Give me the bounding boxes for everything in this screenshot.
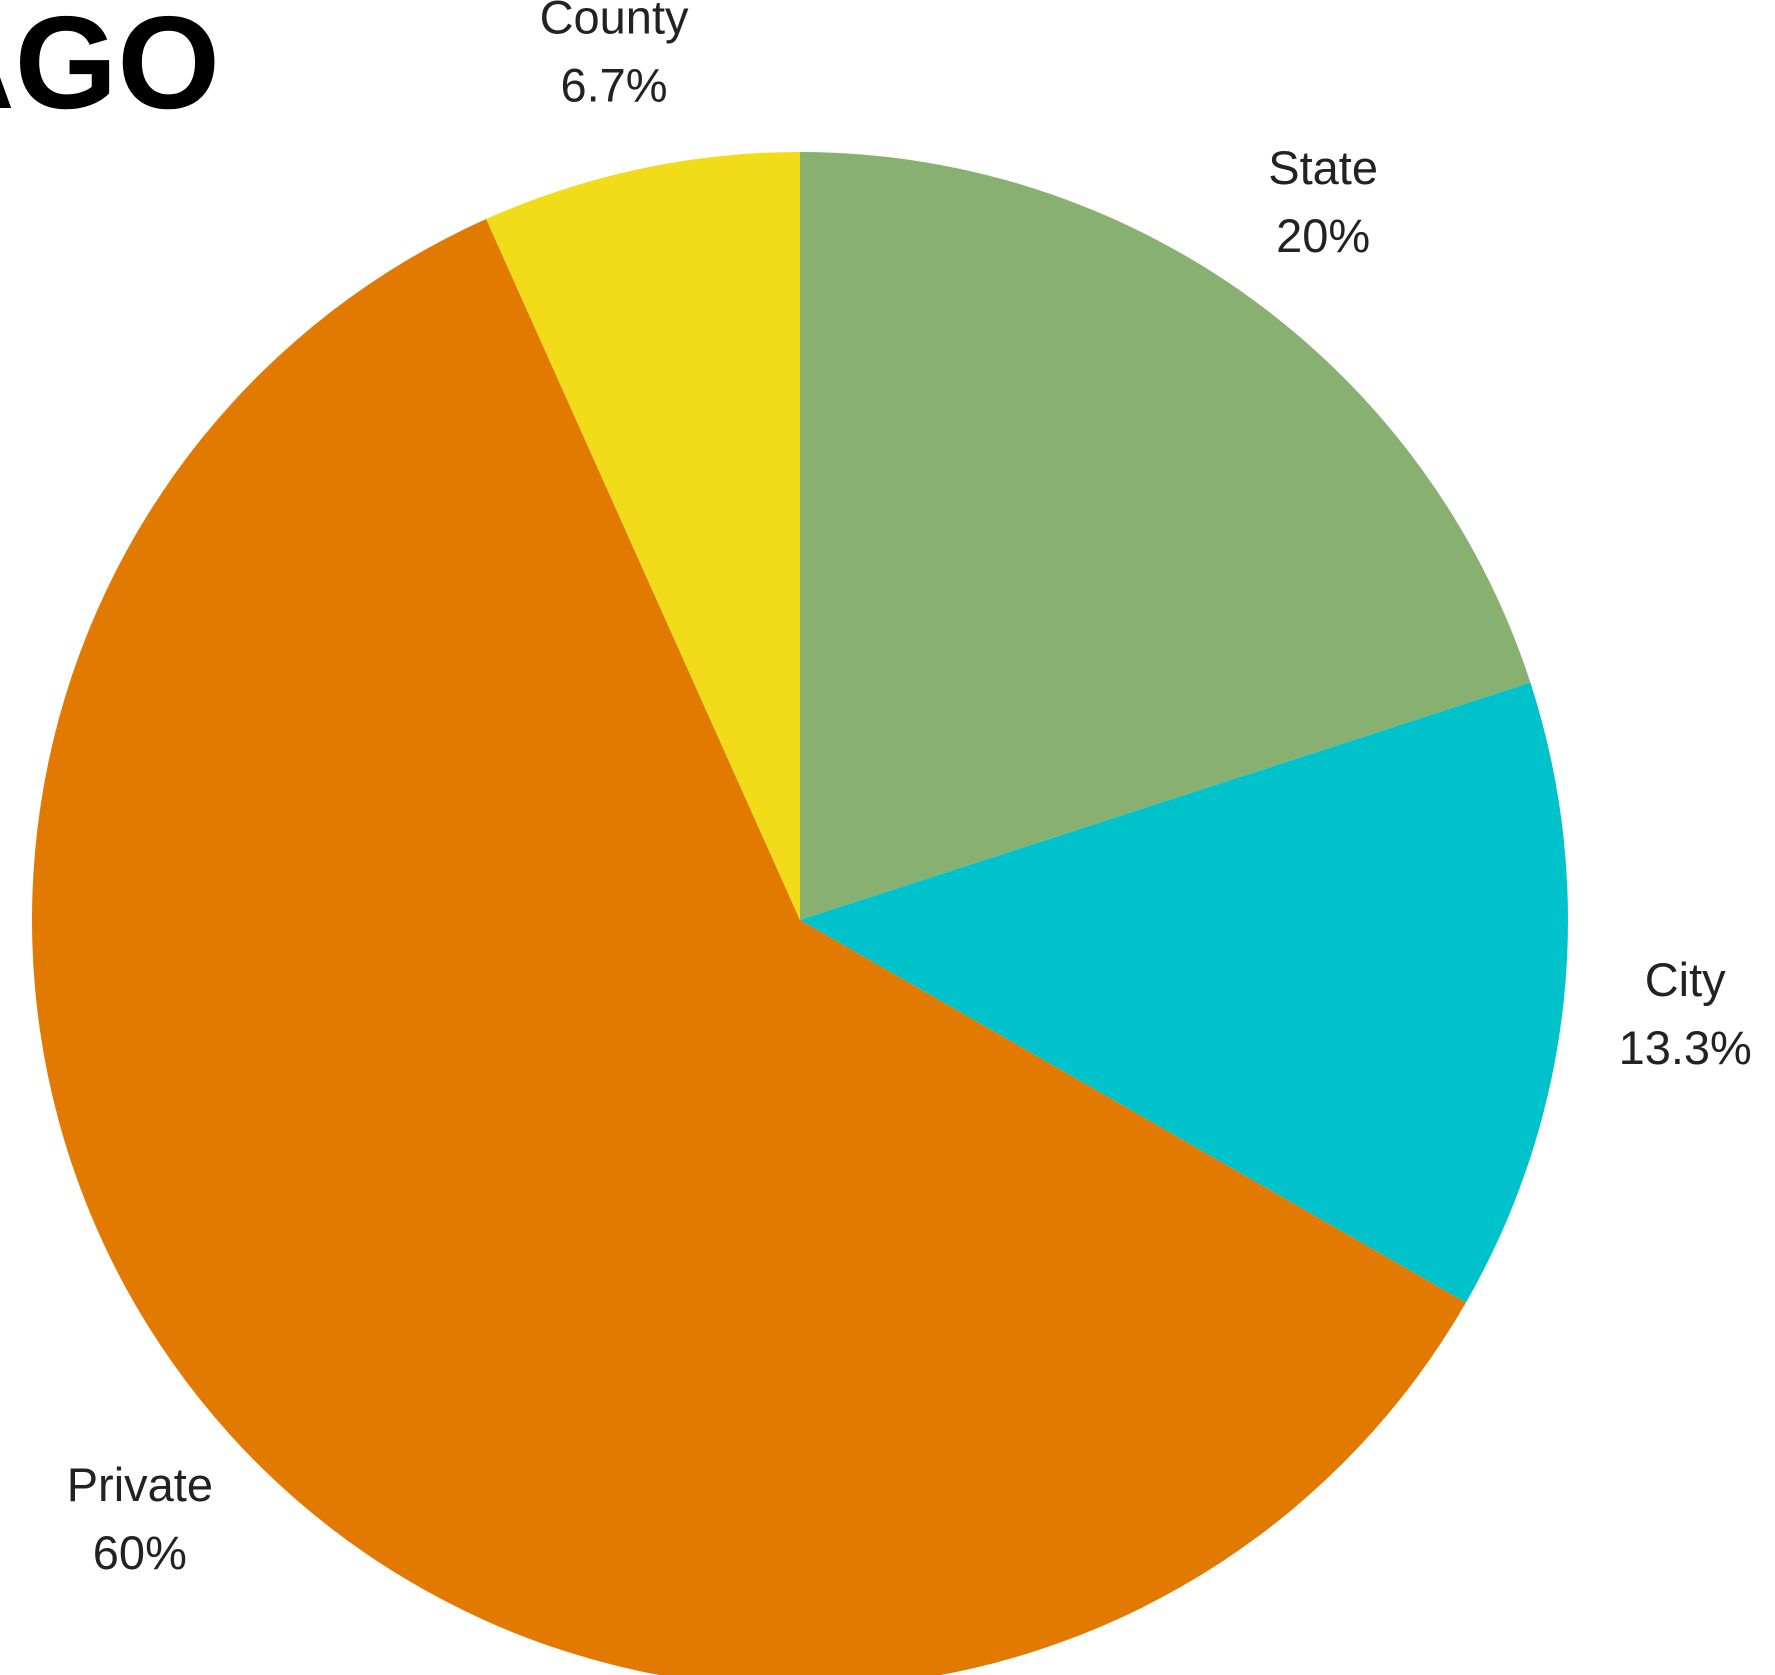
pie-labels: State 20% City 13.3% Private 60% County 6.7%: [67, 0, 1752, 1579]
pie-slices: [32, 152, 1568, 1675]
slice-percent-state: 20%: [1276, 209, 1370, 262]
slice-percent-private: 60%: [93, 1526, 187, 1579]
pie-slice-state: [800, 152, 1531, 920]
slice-percent-city: 13.3%: [1619, 1021, 1752, 1074]
slice-label-private: Private: [67, 1458, 213, 1511]
slice-percent-county: 6.7%: [560, 59, 667, 112]
pie-slice-county: [486, 152, 800, 920]
chart-title: AGO: [0, 0, 220, 136]
pie-slice-city: [800, 682, 1568, 1303]
slice-label-county: County: [540, 0, 689, 44]
slice-label-state: State: [1268, 141, 1378, 194]
slice-label-city: City: [1645, 953, 1726, 1006]
pie-slice-private: [32, 219, 1466, 1675]
